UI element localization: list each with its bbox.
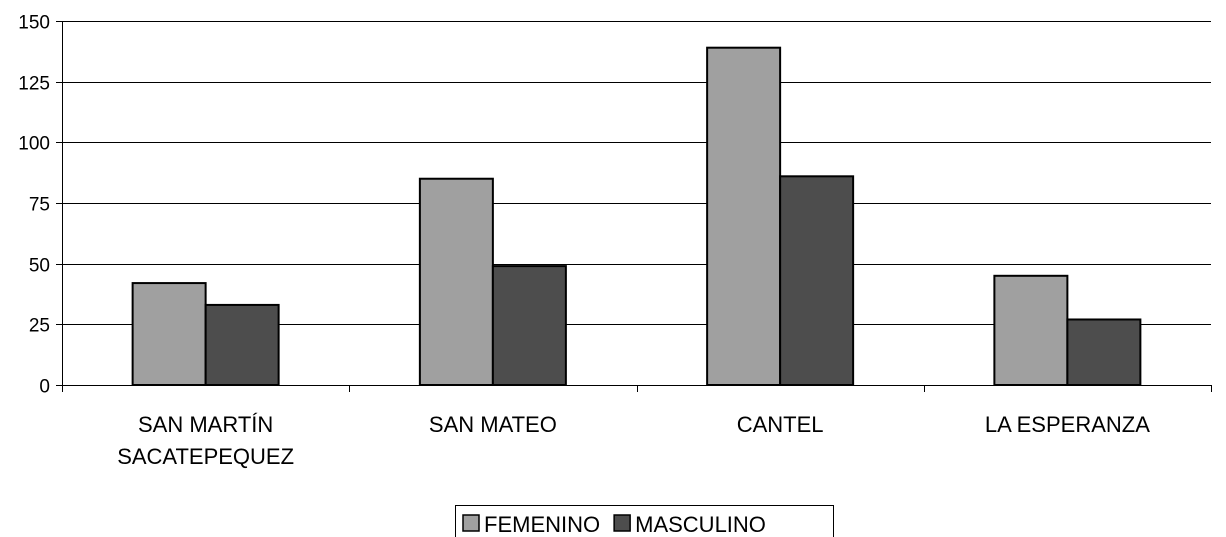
x-category-label: SACATEPEQUEZ bbox=[117, 444, 294, 469]
y-tick-label: 150 bbox=[18, 13, 50, 34]
y-tick-label: 100 bbox=[18, 134, 50, 155]
y-axis: 0 25 50 75 100 125 150 bbox=[18, 13, 63, 398]
bar-femenino-1 bbox=[418, 177, 494, 386]
legend-label-femenino: FEMENINO bbox=[484, 512, 600, 537]
legend-label-masculino: MASCULINO bbox=[635, 512, 766, 537]
bar-masculino-1 bbox=[491, 265, 567, 386]
y-tick-label: 50 bbox=[29, 256, 50, 277]
bar-masculino-0 bbox=[204, 303, 280, 387]
bar-femenino-3 bbox=[993, 274, 1069, 386]
y-tick-label: 25 bbox=[29, 316, 50, 337]
x-category-label: LA ESPERANZA bbox=[985, 412, 1150, 437]
legend-box bbox=[455, 505, 834, 537]
bar-masculino-2 bbox=[779, 175, 855, 386]
y-tick-label: 0 bbox=[39, 377, 50, 398]
x-axis: SAN MARTÍN SACATEPEQUEZ SAN MATEO CANTEL LA … bbox=[62, 385, 1212, 469]
x-category-label: CANTEL bbox=[737, 412, 824, 437]
bar-femenino-2 bbox=[706, 46, 782, 387]
bar-femenino-0 bbox=[131, 282, 207, 386]
y-tick-label: 75 bbox=[29, 195, 50, 216]
legend-swatch-masculino bbox=[613, 514, 631, 532]
legend: FEMENINO MASCULINO bbox=[455, 505, 834, 537]
y-tick-label: 125 bbox=[18, 74, 50, 95]
legend-swatch-femenino bbox=[462, 514, 480, 532]
bar-masculino-3 bbox=[1066, 318, 1142, 387]
bars bbox=[131, 46, 1142, 387]
x-category-label: SAN MARTÍN bbox=[138, 412, 273, 437]
x-category-label: SAN MATEO bbox=[429, 412, 557, 437]
